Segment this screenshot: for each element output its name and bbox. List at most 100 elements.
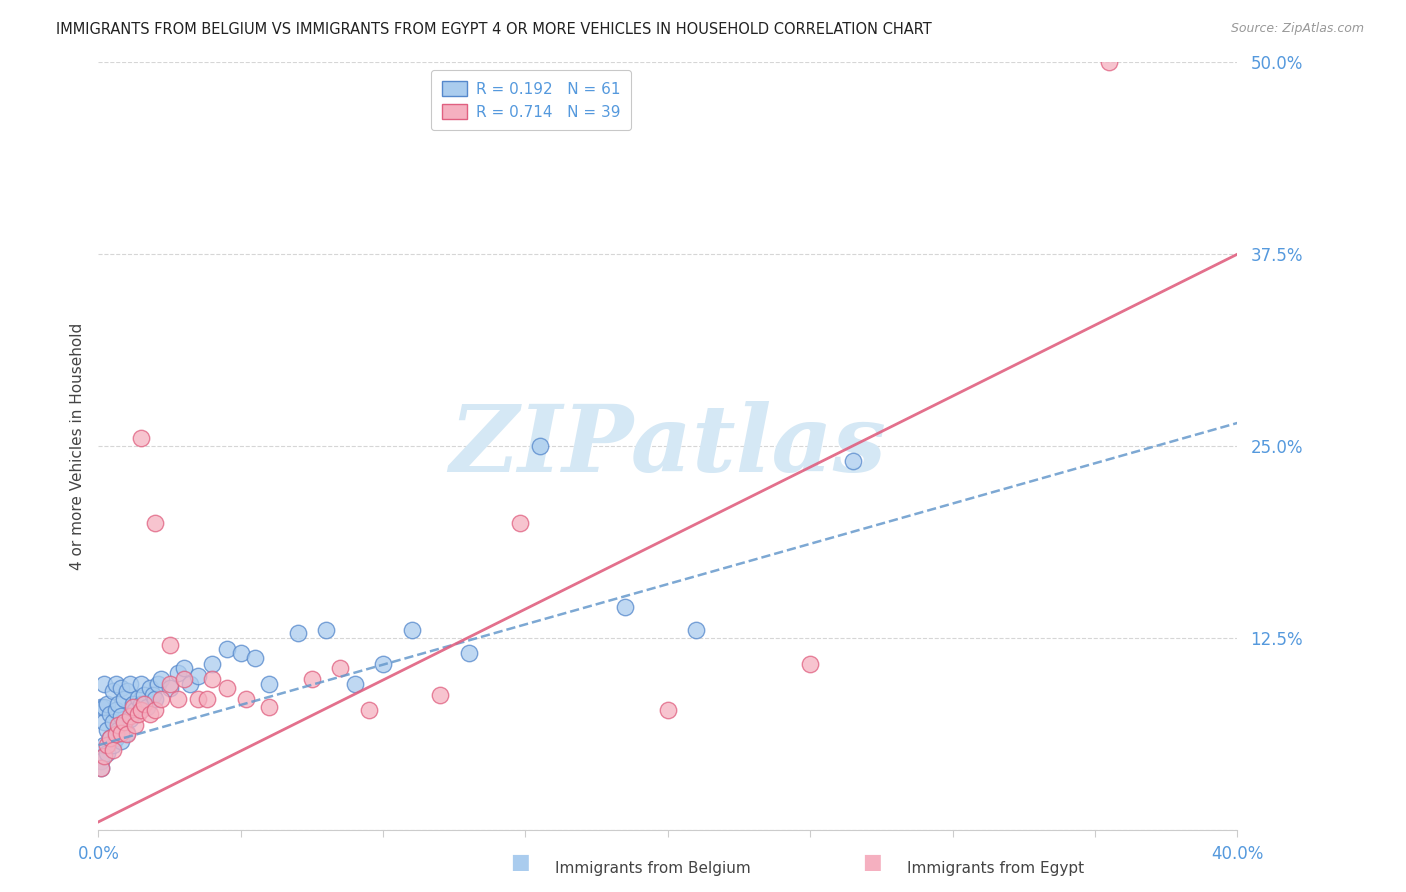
Text: ZIPatlas: ZIPatlas: [450, 401, 886, 491]
Point: [509, 516, 531, 530]
Point: [121, 699, 143, 714]
Point: [90, 761, 112, 775]
Point: [90, 754, 112, 768]
Point: [138, 707, 160, 722]
Point: [187, 692, 209, 706]
Text: Immigrants from Egypt: Immigrants from Egypt: [907, 861, 1084, 876]
Point: [215, 641, 238, 656]
Point: [343, 677, 366, 691]
Point: [159, 681, 181, 696]
Point: [159, 677, 181, 691]
Point: [104, 731, 127, 745]
Point: [235, 692, 257, 706]
Point: [96, 723, 118, 737]
Point: [1098, 55, 1121, 70]
Point: [195, 692, 218, 706]
Point: [104, 703, 127, 717]
Point: [93, 748, 115, 763]
Text: Source: ZipAtlas.com: Source: ZipAtlas.com: [1230, 22, 1364, 36]
Point: [159, 639, 181, 653]
Point: [201, 657, 224, 671]
Point: [110, 726, 132, 740]
Point: [259, 677, 281, 691]
Point: [129, 431, 152, 445]
Point: [138, 681, 160, 696]
Point: [287, 626, 309, 640]
Y-axis label: 4 or more Vehicles in Household: 4 or more Vehicles in Household: [69, 322, 84, 570]
Point: [373, 657, 395, 671]
Point: [96, 738, 118, 752]
Point: [115, 726, 138, 740]
Point: [124, 703, 146, 717]
Point: [201, 672, 224, 686]
Point: [150, 672, 173, 686]
Point: [110, 733, 132, 747]
Point: [101, 738, 124, 752]
Point: [96, 746, 118, 760]
Point: [229, 646, 252, 660]
Point: [112, 692, 135, 706]
Point: [145, 692, 167, 706]
Point: [104, 727, 127, 741]
Point: [167, 692, 190, 706]
Point: [173, 672, 195, 686]
Point: [118, 677, 141, 691]
Point: [107, 723, 129, 737]
Text: ■: ■: [862, 853, 882, 872]
Point: [315, 623, 337, 637]
Point: [148, 677, 170, 691]
Point: [129, 697, 152, 711]
Point: [93, 699, 115, 714]
Text: Immigrants from Belgium: Immigrants from Belgium: [555, 861, 751, 876]
Point: [121, 697, 143, 711]
Point: [112, 718, 135, 732]
Point: [529, 439, 551, 453]
Legend: R = 0.192   N = 61, R = 0.714   N = 39: R = 0.192 N = 61, R = 0.714 N = 39: [432, 70, 631, 130]
Point: [141, 688, 163, 702]
Point: [93, 715, 115, 730]
Point: [112, 715, 135, 730]
Point: [259, 699, 281, 714]
Point: [243, 650, 266, 665]
Point: [685, 623, 707, 637]
Point: [842, 454, 865, 468]
Text: IMMIGRANTS FROM BELGIUM VS IMMIGRANTS FROM EGYPT 4 OR MORE VEHICLES IN HOUSEHOLD: IMMIGRANTS FROM BELGIUM VS IMMIGRANTS FR…: [56, 22, 932, 37]
Point: [145, 516, 167, 530]
Point: [457, 646, 479, 660]
Point: [118, 709, 141, 723]
Point: [179, 677, 201, 691]
Point: [145, 703, 167, 717]
Point: [98, 731, 121, 745]
Point: [90, 699, 112, 714]
Point: [167, 666, 190, 681]
Point: [98, 707, 121, 722]
Point: [429, 688, 451, 702]
Point: [129, 677, 152, 691]
Point: [614, 600, 637, 615]
Point: [127, 707, 149, 722]
Point: [115, 684, 138, 698]
Point: [104, 677, 127, 691]
Point: [98, 731, 121, 745]
Point: [799, 657, 821, 671]
Point: [329, 661, 352, 675]
Point: [118, 712, 141, 726]
Point: [401, 623, 423, 637]
Point: [150, 692, 173, 706]
Point: [132, 697, 155, 711]
Point: [301, 672, 323, 686]
Point: [101, 743, 124, 757]
Point: [115, 727, 138, 741]
Point: [93, 677, 115, 691]
Point: [127, 690, 149, 705]
Point: [135, 699, 157, 714]
Point: [96, 697, 118, 711]
Point: [129, 703, 152, 717]
Point: [107, 697, 129, 711]
Point: [657, 703, 679, 717]
Point: [124, 718, 146, 732]
Point: [110, 709, 132, 723]
Point: [357, 703, 380, 717]
Point: [107, 718, 129, 732]
Text: ■: ■: [510, 853, 530, 872]
